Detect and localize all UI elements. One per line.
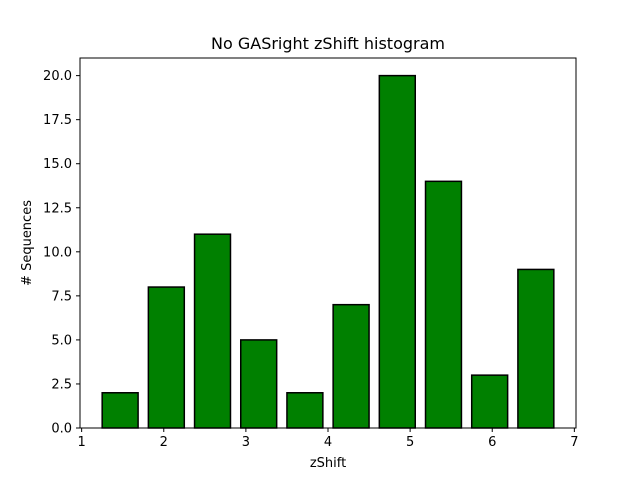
y-tick-label: 5.0	[51, 333, 72, 348]
histogram-bar-10	[517, 268, 555, 429]
histogram-bar-2	[147, 286, 186, 429]
y-tick-label: 7.5	[51, 289, 72, 304]
bars-group	[101, 74, 555, 429]
x-tick-label: 3	[242, 435, 250, 450]
y-tick-label: 20.0	[43, 69, 72, 84]
x-axis-label: zShift	[310, 456, 346, 471]
y-tick-label: 2.5	[51, 377, 72, 392]
histogram-bar-5	[286, 392, 324, 429]
histogram-bar-8	[424, 180, 463, 429]
y-axis-label: # Sequences	[20, 200, 35, 286]
x-ticks-group: 1 2 3 4 5 6 7	[78, 428, 578, 450]
y-tick-label: 12.5	[43, 201, 72, 216]
y-tick-label: 15.0	[43, 157, 72, 172]
y-tick-label: 10.0	[43, 245, 72, 260]
x-tick-label: 6	[488, 435, 496, 450]
histogram-bar-3	[193, 233, 232, 429]
histogram-bar-1	[101, 392, 139, 429]
y-tick-label: 0.0	[51, 422, 72, 437]
histogram-bar-7	[378, 74, 417, 429]
histogram-bar-9	[470, 374, 509, 429]
y-tick-label: 17.5	[43, 113, 72, 128]
chart-title: No GASright zShift histogram	[211, 34, 445, 53]
x-tick-label: 1	[78, 435, 86, 450]
x-tick-label: 7	[570, 435, 578, 450]
y-ticks-group: 0.0 2.5 5.0 7.5 10.0 12.5 15.0 17.5 20.0	[43, 69, 80, 437]
x-tick-label: 2	[160, 435, 168, 450]
x-tick-label: 5	[406, 435, 414, 450]
x-tick-label: 4	[324, 435, 332, 450]
histogram-bar-4	[239, 339, 278, 429]
histogram-bar-6	[332, 303, 370, 429]
